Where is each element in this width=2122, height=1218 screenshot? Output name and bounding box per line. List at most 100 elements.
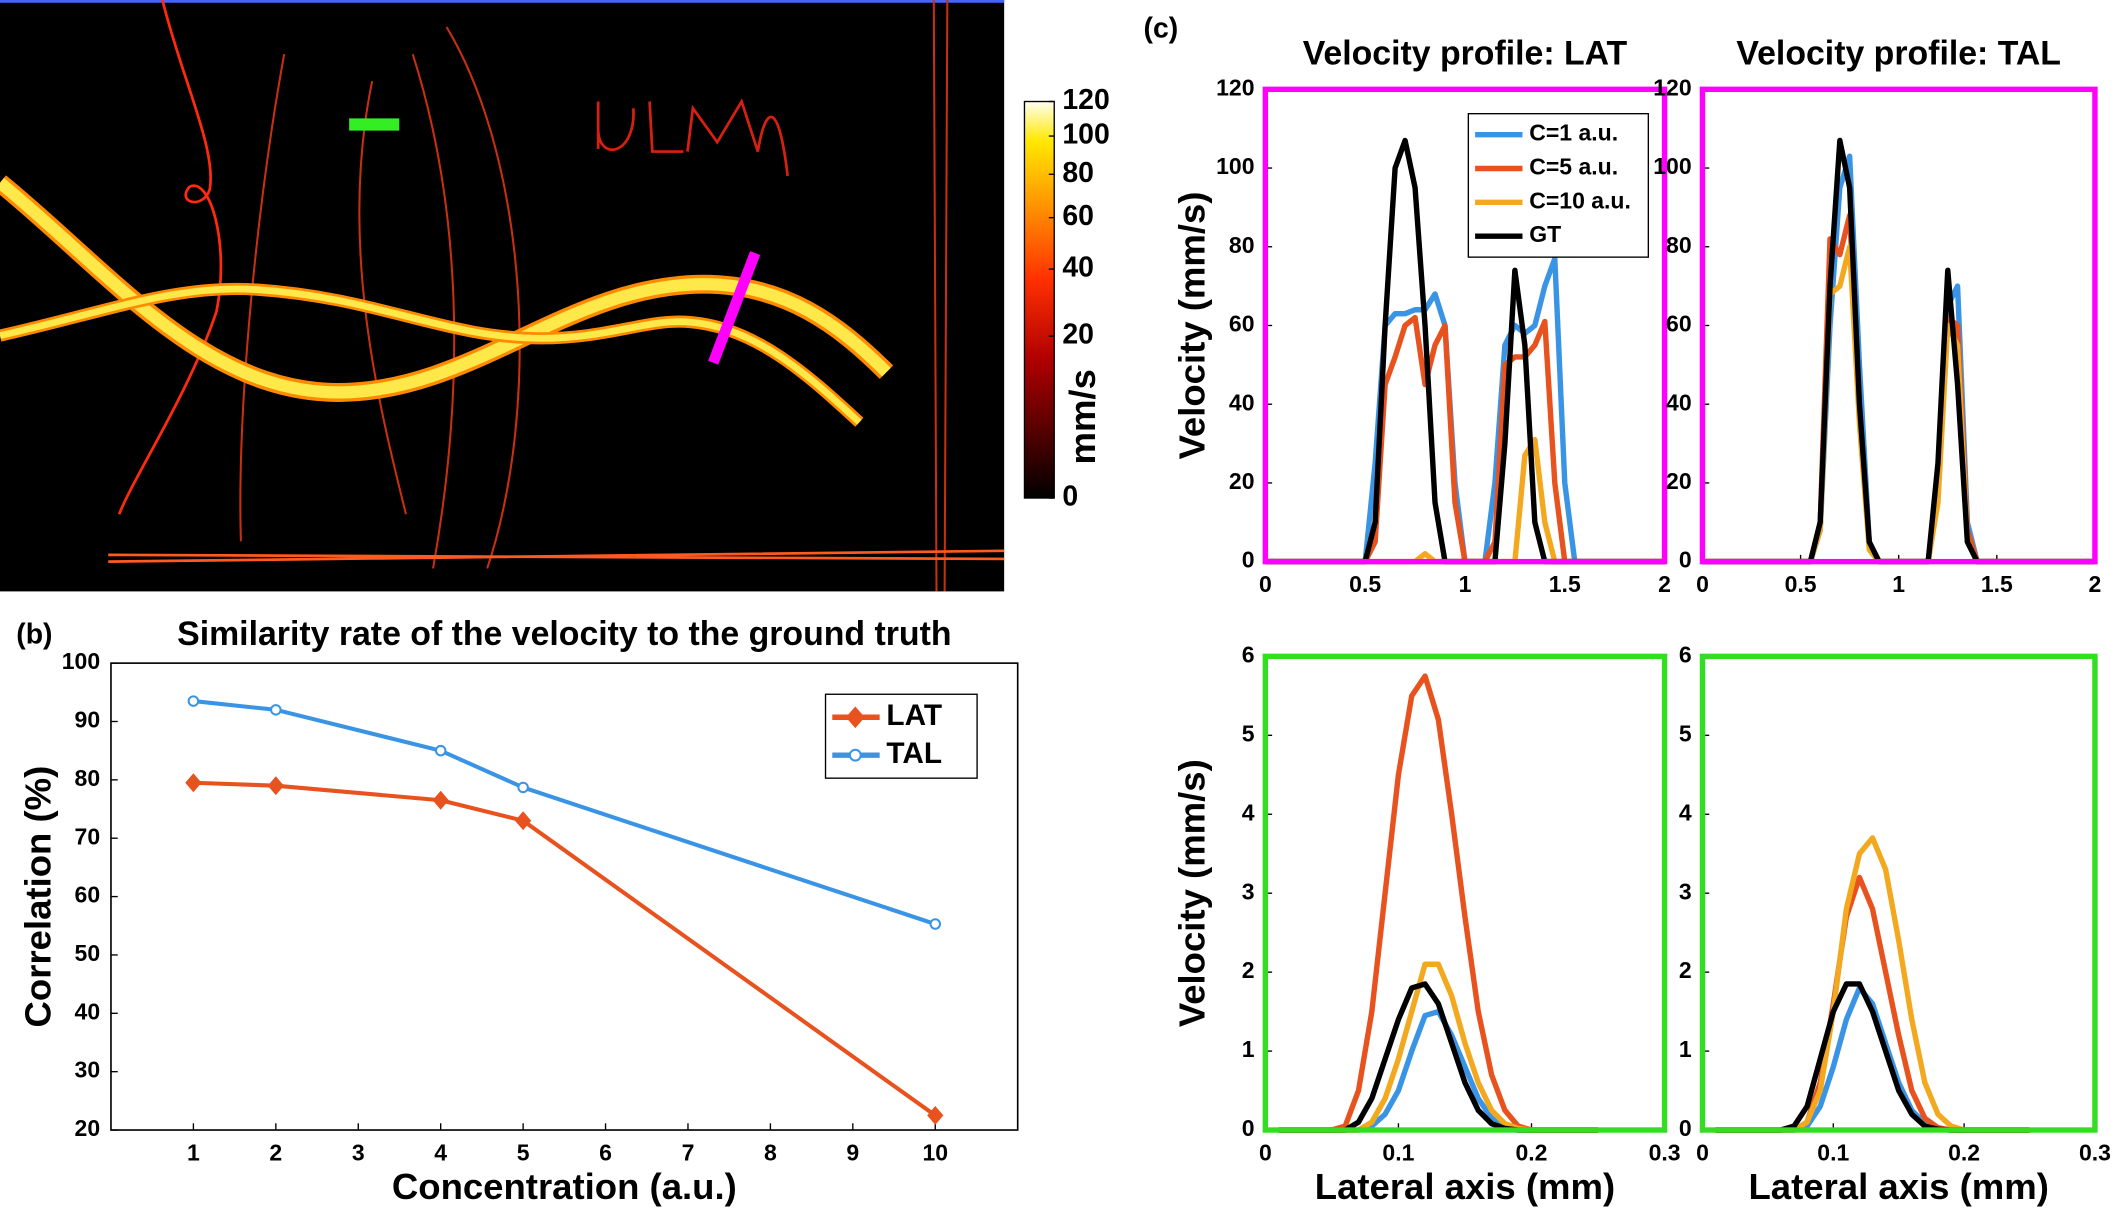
legend: C=1 a.u. C=5 a.u. C=10 a.u. GT (1467, 113, 1650, 258)
x-tick-label: 2 (1658, 571, 1671, 597)
y-tick-label: 60 (1666, 311, 1692, 337)
y-tick-label: 20 (1229, 468, 1255, 494)
x-tick-label: 2 (269, 1139, 282, 1165)
panel-label: (c) (1144, 12, 1179, 44)
x-tick-label: 0.2 (1516, 1139, 1548, 1165)
x-tick-label: 0.5 (1349, 571, 1381, 597)
y-tick-label: 40 (1666, 389, 1692, 415)
x-tick-label: 1 (1892, 571, 1905, 597)
y-tick-label: 6 (1679, 641, 1692, 667)
point (267, 776, 284, 796)
y-tick-label: 2 (1679, 957, 1692, 983)
axes-frame (1699, 653, 2098, 1133)
x-tick-label: 0.1 (1817, 1139, 1849, 1165)
y-tick-label: 4 (1242, 799, 1255, 825)
y-tick-label: 40 (75, 998, 101, 1024)
colorbar (1023, 100, 1055, 499)
point (517, 781, 529, 794)
plot-area (1702, 656, 2095, 1131)
y-tick-label: 40 (1229, 389, 1255, 415)
x-tick-label: 0 (1696, 1139, 1709, 1165)
y-tick-label: 0 (1242, 1115, 1255, 1141)
y-tick-label: 0 (1679, 1115, 1692, 1141)
chart-title: Similarity rate of the velocity to the g… (177, 615, 951, 653)
y-tick-label: 120 (1653, 74, 1691, 100)
legend-box (1467, 113, 1650, 258)
chart-title: Velocity profile: LAT (1303, 34, 1628, 72)
colorbar-tick-label: 60 (1062, 200, 1094, 232)
x-tick-label: 0.1 (1382, 1139, 1414, 1165)
ulm-image (0, 0, 1005, 592)
colorbar-tick-label: 120 (1062, 84, 1109, 116)
x-tick-label: 0.3 (1649, 1139, 1681, 1165)
chart-title: Velocity profile: TAL (1736, 34, 2061, 72)
lat-cross-section (708, 251, 761, 365)
y-tick-label: 60 (1229, 311, 1255, 337)
legend-label: GT (1529, 221, 1561, 247)
legend-label: TAL (886, 737, 942, 770)
x-tick-label: 1 (187, 1139, 200, 1165)
plot-area (1702, 89, 2095, 562)
vessel (0, 177, 891, 399)
axes-frame (1699, 86, 2098, 565)
x-tick-label: 0 (1259, 571, 1272, 597)
axes-frame (1262, 653, 1668, 1133)
y-tick-label: 0 (1679, 547, 1692, 573)
colorbar-tick-label: 40 (1062, 252, 1094, 284)
point (929, 918, 942, 930)
y-tick-label: 4 (1679, 799, 1692, 825)
legend-label: C=5 a.u. (1529, 154, 1618, 180)
x-tick-label: 10 (922, 1139, 948, 1165)
y-tick-label: 6 (1242, 641, 1255, 667)
x-axis-label: Lateral axis (mm) (1315, 1166, 1615, 1207)
x-tick-label: 5 (517, 1139, 530, 1165)
x-tick-label: 0.5 (1785, 571, 1817, 597)
y-tick-label: 50 (75, 940, 101, 966)
colorbar-tick-label: 100 (1062, 119, 1109, 151)
y-tick-label: 30 (75, 1057, 101, 1083)
x-tick-label: 9 (846, 1139, 859, 1165)
y-tick-label: 20 (1666, 468, 1692, 494)
vessel (358, 81, 407, 515)
point (185, 773, 202, 793)
y-tick-label: 80 (1229, 232, 1255, 258)
legend-label: C=10 a.u. (1529, 187, 1631, 213)
y-tick-label: 2 (1242, 957, 1255, 983)
vessel (239, 53, 286, 542)
x-tick-label: 6 (599, 1139, 612, 1165)
y-tick-label: 100 (1653, 153, 1691, 179)
x-tick-label: 0 (1259, 1139, 1272, 1165)
x-axis-label: Concentration (a.u.) (392, 1166, 737, 1207)
x-tick-label: 1.5 (1549, 571, 1581, 597)
x-tick-label: 0 (1696, 571, 1709, 597)
point (927, 1105, 944, 1125)
point (434, 744, 447, 757)
axes-frame (110, 662, 1019, 1131)
x-tick-label: 1.5 (1981, 571, 2013, 597)
panel-label: (b) (16, 619, 52, 651)
point (514, 811, 532, 831)
y-tick-label: 100 (62, 648, 100, 674)
axes-frame (1262, 86, 1668, 565)
vessel (117, 0, 223, 515)
plot-area (1265, 656, 1665, 1131)
x-tick-label: 7 (682, 1139, 695, 1165)
y-tick-label: 0 (1242, 547, 1255, 573)
y-tick-label: 3 (1242, 878, 1255, 904)
y-tick-label: 120 (1216, 74, 1254, 100)
colorbar-tick-label: 80 (1062, 157, 1094, 189)
legend-marker (848, 748, 862, 762)
y-tick-label: 3 (1679, 878, 1692, 904)
vessel (445, 26, 521, 569)
y-tick-label: 1 (1679, 1036, 1692, 1062)
y-tick-label: 100 (1216, 153, 1254, 179)
legend-label: C=1 a.u. (1529, 120, 1618, 146)
y-tick-label: 20 (75, 1115, 101, 1141)
colorbar-label: mm/s (1062, 369, 1103, 464)
x-axis-label: Lateral axis (mm) (1749, 1166, 2049, 1207)
point (270, 704, 282, 716)
vessel (411, 53, 456, 569)
y-tick-label: 5 (1242, 720, 1255, 746)
legend-box (824, 693, 978, 779)
